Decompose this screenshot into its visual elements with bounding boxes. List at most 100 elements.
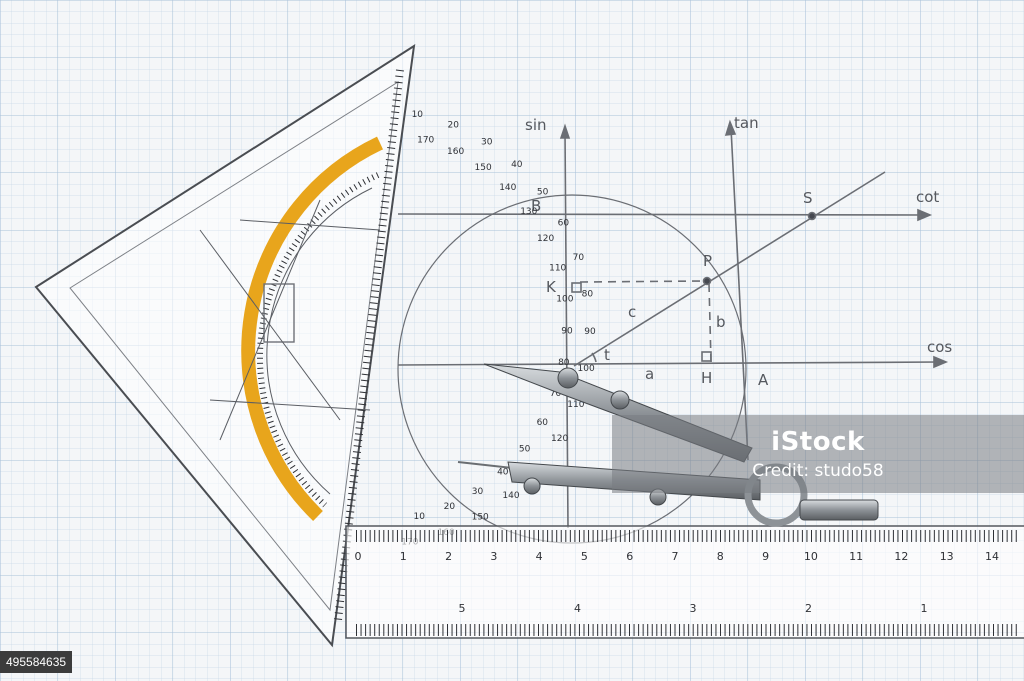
protractor-inner-label-1: 160 <box>447 147 464 157</box>
label-sin: sin <box>525 116 547 134</box>
protractor-outer-label-10: 110 <box>567 400 584 410</box>
protractor-inner-label-4: 130 <box>520 207 537 217</box>
protractor-inner-label-9: 80 <box>558 358 570 368</box>
ruler-bottom-scale: 5 4 3 2 1 <box>459 602 928 615</box>
hypotenuse-line <box>573 171 886 367</box>
point-p-dot <box>702 276 712 286</box>
protractor-inner-label-2: 150 <box>475 163 492 173</box>
protractor-inner-label-14: 30 <box>472 487 484 497</box>
protractor-outer-label-13: 140 <box>502 491 519 501</box>
protractor-outer-label-1: 20 <box>447 121 459 131</box>
stock-id-badge: 495584635 <box>0 651 73 673</box>
set-square-inner-edge <box>69 81 399 612</box>
sin-arrow <box>559 123 571 139</box>
label-b: B <box>531 197 541 215</box>
label-b-side: b <box>716 313 726 331</box>
protractor-outer-label-7: 80 <box>582 289 594 299</box>
watermark-brand: iStock <box>771 427 865 457</box>
sin-axis <box>564 131 569 529</box>
protractor-outer-label-0: 10 <box>412 110 424 120</box>
ruler-bottom-label-1: 4 <box>574 602 581 615</box>
ruler-bottom-label-4: 1 <box>921 602 928 615</box>
geometry-set-square <box>34 43 416 648</box>
protractor-inner-label-5: 120 <box>537 234 554 244</box>
ruler-top-label-6: 6 <box>626 550 633 563</box>
protractor-inner-label-13: 40 <box>497 468 509 478</box>
angle-arc <box>591 352 597 363</box>
protractor-band <box>241 136 383 522</box>
label-cot: cot <box>916 188 939 206</box>
ruler-top-label-3: 3 <box>490 550 497 563</box>
protractor-inner-label-7: 100 <box>556 295 573 305</box>
ruler-top-label-1: 1 <box>400 550 407 563</box>
cot-axis <box>397 213 925 216</box>
protractor-outer-label-11: 120 <box>551 434 568 444</box>
label-a: a <box>645 365 654 383</box>
label-tan: tan <box>734 114 759 132</box>
label-c: c <box>628 303 636 321</box>
set-square-line-4 <box>209 399 371 411</box>
protractor-inner-scale: 170 160 150 140 130 120 110 100 90 80 70 60 50 40 30 20… <box>413 136 573 523</box>
ruler-top-label-0: 0 <box>355 550 362 563</box>
protractor-inner-label-15: 20 <box>444 502 456 512</box>
set-square-line-2 <box>219 199 321 441</box>
ruler-top-label-12: 12 <box>894 550 908 563</box>
label-p: P <box>703 252 712 270</box>
set-square-body <box>34 43 416 648</box>
cos-arrow <box>933 355 949 369</box>
compass-handle <box>799 499 879 521</box>
watermark-credit: Credit: studo58 <box>752 461 884 481</box>
label-a-point: A <box>758 371 769 389</box>
ruler-top-label-13: 13 <box>940 550 954 563</box>
protractor-inner-label-6: 110 <box>549 264 566 274</box>
protractor-outer-label-5: 60 <box>558 219 570 229</box>
ruler-body <box>345 525 1024 639</box>
protractor-inner-label-10: 70 <box>550 389 562 399</box>
cot-arrow <box>917 208 933 222</box>
k-p-dashed <box>579 280 707 283</box>
ruler-top-label-4: 4 <box>536 550 543 563</box>
diagram-labels: sin tan cot cos B S P K c b t a H A <box>525 114 952 389</box>
ruler-bottom-label-3: 2 <box>805 602 812 615</box>
h-right-angle <box>701 351 712 362</box>
ruler-bottom-label-0: 5 <box>459 602 466 615</box>
ruler-top-label-10: 10 <box>804 550 818 563</box>
protractor-outer-label-4: 50 <box>537 187 549 197</box>
point-s-dot <box>807 211 817 221</box>
protractor-inner-label-3: 140 <box>499 183 516 193</box>
label-k: K <box>546 278 557 296</box>
ruler-top-label-7: 7 <box>672 550 679 563</box>
set-square-edge-ticks <box>334 69 404 621</box>
ruler-top-label-9: 9 <box>762 550 769 563</box>
protractor-outer-label-8: 90 <box>584 327 596 337</box>
protractor-outer-label-9: 100 <box>578 364 595 374</box>
ruler-top-label-11: 11 <box>849 550 863 563</box>
protractor-inner-arc <box>266 187 373 495</box>
ruler-top-scale: 0 1 2 3 4 5 6 7 8 9 10 11 12 13 14 <box>355 550 1000 563</box>
protractor-inner-label-16: 10 <box>413 512 425 522</box>
ruler-top-label-8: 8 <box>717 550 724 563</box>
ruler-bottom-label-2: 3 <box>690 602 697 615</box>
label-t: t <box>604 346 610 364</box>
set-square-window <box>263 283 295 343</box>
tan-arrow <box>724 119 737 136</box>
ruler <box>345 525 1024 639</box>
compass-screw-lower <box>523 477 541 495</box>
protractor-inner-label-8: 90 <box>561 326 573 336</box>
protractor-outer-label-3: 40 <box>511 160 523 170</box>
k-right-angle <box>571 282 582 293</box>
label-cos: cos <box>927 338 952 356</box>
ruler-top-label-5: 5 <box>581 550 588 563</box>
stock-watermark: iStock Credit: studo58 <box>612 415 1024 493</box>
protractor-outer-label-2: 30 <box>481 138 493 148</box>
compass-screw-middle <box>610 390 630 410</box>
set-square-line-3 <box>239 219 381 231</box>
ruler-top-label-2: 2 <box>445 550 452 563</box>
protractor-outer-label-14: 150 <box>472 512 489 522</box>
protractor-outer-label-6: 70 <box>573 253 585 263</box>
protractor-inner-label-12: 50 <box>519 444 531 454</box>
tan-axis <box>730 127 749 461</box>
protractor-inner-label-0: 170 <box>417 136 434 146</box>
ruler-top-label-14: 14 <box>985 550 999 563</box>
